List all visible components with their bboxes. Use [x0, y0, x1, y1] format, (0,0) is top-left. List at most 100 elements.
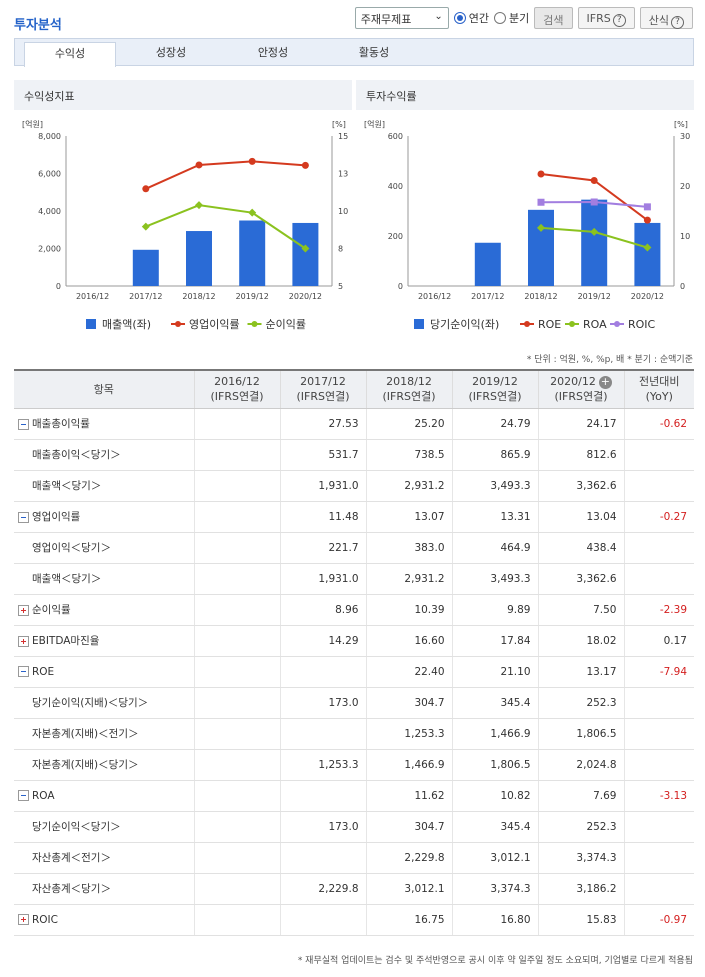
table-row: 자본총계(지배)＜당기＞ 1,253.3 1,466.9 1,806.5 2,024.8 — [14, 749, 694, 781]
legend-swatch — [414, 319, 424, 329]
table-cell — [280, 656, 367, 688]
table-row: 자본총계(지배)＜전기＞ 1,253.3 1,466.9 1,806.5 — [14, 718, 694, 750]
legend-marker — [524, 321, 530, 327]
table-cell — [194, 470, 281, 502]
row-label: 자산총계＜전기＞ — [14, 842, 195, 874]
formula-button[interactable]: 산식? — [639, 7, 693, 29]
right-tick-label: 8 — [338, 245, 343, 254]
row-label-text: 순이익률 — [32, 604, 71, 616]
row-label[interactable]: 매출총이익률 — [14, 408, 195, 440]
table-row: 당기순이익(지배)＜당기＞ 173.0 304.7 345.4 252.3 — [14, 687, 694, 719]
row-label: 자산총계＜당기＞ — [14, 873, 195, 905]
help-icon: ? — [671, 16, 684, 29]
table-cell — [194, 501, 281, 533]
column-basis: (IFRS연결) — [554, 390, 608, 404]
row-label-text: 매출액＜당기＞ — [32, 573, 102, 585]
chevron-down-icon: ⌄ — [434, 11, 443, 22]
column-period: 2017/12 — [300, 375, 346, 389]
row-label[interactable]: ROA — [14, 780, 195, 812]
collapse-icon[interactable] — [18, 790, 29, 801]
data-point — [590, 227, 599, 236]
x-tick-label: 2020/12 — [631, 292, 664, 301]
chart-bar — [239, 220, 266, 286]
table-cell: 464.9 — [452, 532, 539, 564]
table-cell: 383.0 — [366, 532, 453, 564]
help-icon: ? — [612, 14, 626, 27]
tab-growth[interactable]: 성장성 — [155, 46, 187, 59]
chart-bar — [186, 231, 212, 286]
add-column-icon[interactable]: + — [598, 375, 612, 390]
right-tick-label: 15 — [338, 132, 348, 141]
legend-label: ROIC — [628, 318, 656, 331]
tab-activity[interactable]: 활동성 — [358, 46, 390, 59]
table-cell: 11.62 — [366, 780, 453, 812]
row-label: 당기순이익＜당기＞ — [14, 811, 195, 843]
x-tick-label: 2018/12 — [182, 292, 215, 301]
row-label[interactable]: ROE — [14, 656, 195, 688]
column-period: 2019/12 — [472, 375, 518, 389]
table-cell: 3,493.3 — [452, 563, 539, 595]
yoy-cell — [624, 749, 694, 781]
ifrs-button[interactable]: IFRS? — [577, 7, 635, 29]
left-tick-label: 400 — [388, 182, 403, 191]
legend-marker — [175, 321, 181, 327]
left-tick-label: 2,000 — [38, 245, 61, 254]
row-label[interactable]: 순이익률 — [14, 594, 195, 626]
data-point — [537, 198, 545, 206]
tab-profitability[interactable]: 수익성 — [24, 42, 116, 67]
column-header: 2016/12 (IFRS연결) — [194, 370, 281, 409]
expand-icon[interactable] — [18, 914, 29, 925]
table-cell: 3,362.6 — [538, 470, 625, 502]
x-tick-label: 2017/12 — [471, 292, 504, 301]
legend-label: ROE — [538, 318, 561, 331]
table-cell: 7.50 — [538, 594, 625, 626]
left-axis-unit: [억원] — [364, 119, 385, 129]
search-button[interactable]: 검색 — [534, 7, 573, 29]
table-cell: 13.17 — [538, 656, 625, 688]
yoy-cell: -2.39 — [624, 594, 694, 626]
row-label[interactable]: 영업이익률 — [14, 501, 195, 533]
table-cell: 304.7 — [366, 811, 453, 843]
radio-quarter-dot[interactable] — [494, 12, 507, 24]
right-tick-label: 0 — [680, 282, 685, 291]
radio-annual-dot[interactable] — [453, 12, 466, 24]
x-tick-label: 2017/12 — [129, 292, 162, 301]
profitability-chart: [억원] [%] 8,000 6,000 4,000 2,000 0 15 13 10 8 5 2016… — [22, 119, 348, 331]
ifrs-button-label: IFRS — [586, 12, 611, 25]
x-tick-label: 2016/12 — [76, 292, 109, 301]
tab-stability[interactable]: 안정성 — [257, 46, 289, 59]
data-point — [195, 161, 203, 169]
statement-type-value: 주재무제표 — [360, 13, 412, 26]
table-cell: 438.4 — [538, 532, 625, 564]
table-cell: 3,374.3 — [538, 842, 625, 874]
table-cell: 865.9 — [452, 439, 539, 471]
legend-label: 영업이익률 — [189, 318, 240, 331]
table-cell: 345.4 — [452, 811, 539, 843]
right-axis-unit: [%] — [332, 120, 346, 129]
legend-label: 당기순이익(좌) — [430, 318, 499, 331]
radio-annual[interactable]: 연간 — [453, 10, 489, 26]
collapse-icon[interactable] — [18, 418, 29, 430]
row-label[interactable]: ROIC — [14, 904, 195, 936]
legend-swatch — [86, 319, 96, 329]
table-cell — [194, 749, 281, 781]
table-cell: 3,012.1 — [366, 873, 453, 905]
collapse-icon[interactable] — [18, 511, 29, 523]
collapse-icon[interactable] — [18, 666, 29, 677]
radio-quarter[interactable]: 분기 — [494, 10, 529, 26]
expand-icon[interactable] — [18, 635, 29, 647]
row-label-text: 자산총계＜전기＞ — [32, 852, 111, 864]
chart-bar — [634, 222, 661, 286]
statement-type-select[interactable]: 주재무제표 ⌄ — [354, 7, 449, 29]
expand-icon[interactable] — [18, 604, 29, 616]
yoy-cell: -0.62 — [624, 408, 694, 440]
table-cell: 24.79 — [452, 408, 539, 440]
table-cell: 25.20 — [366, 408, 453, 440]
table-row: 영업이익＜당기＞ 221.7 383.0 464.9 438.4 — [14, 532, 694, 564]
table-cell — [280, 842, 367, 874]
row-label-text: EBITDA마진율 — [32, 635, 100, 647]
column-header: 2018/12 (IFRS연결) — [366, 370, 453, 409]
row-label[interactable]: EBITDA마진율 — [14, 625, 195, 657]
data-point — [141, 222, 150, 231]
table-row: ROIC 16.75 16.80 15.83 -0.97 — [14, 904, 694, 936]
